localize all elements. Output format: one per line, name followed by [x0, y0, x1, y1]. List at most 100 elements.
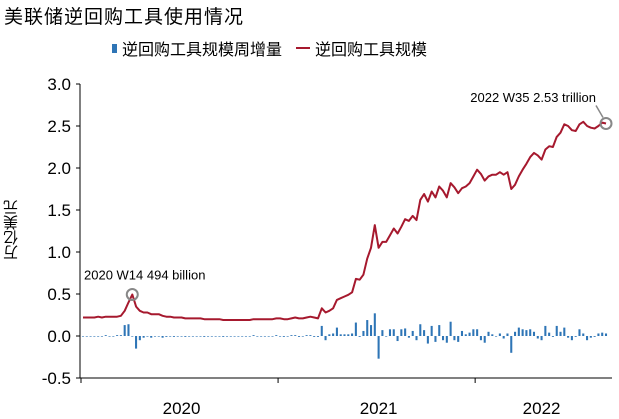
- legend-label-bar: 逆回购工具规模周增量: [122, 40, 283, 59]
- weekly-change-bar: [373, 313, 376, 336]
- weekly-change-bar: [225, 336, 229, 337]
- weekly-change-bar: [85, 336, 88, 337]
- y-tick-label: 2.5: [47, 117, 71, 136]
- weekly-change-bar: [445, 336, 448, 343]
- weekly-change-bar: [578, 329, 581, 336]
- weekly-change-bar: [142, 336, 145, 338]
- weekly-change-bar: [404, 328, 407, 336]
- weekly-change-bar: [184, 336, 187, 337]
- weekly-change-bar: [449, 321, 452, 336]
- weekly-change-bar: [131, 336, 134, 337]
- weekly-change-bar: [279, 336, 282, 337]
- weekly-change-bar: [426, 336, 429, 344]
- annotation-circle: [125, 288, 139, 302]
- weekly-change-bar: [415, 336, 418, 341]
- annotation-label: 2020 W14 494 billion: [84, 268, 205, 283]
- weekly-change-bar: [320, 325, 323, 336]
- legend-label-line: 逆回购工具规模: [315, 40, 428, 59]
- y-tick-label: 0.0: [47, 327, 71, 346]
- weekly-change-bar: [400, 329, 403, 336]
- weekly-change-bar: [305, 335, 308, 336]
- weekly-change-bar: [263, 336, 266, 337]
- weekly-change-bar: [604, 333, 608, 336]
- weekly-change-bar: [116, 335, 119, 336]
- weekly-change-bar: [369, 325, 373, 336]
- weekly-change-bar: [347, 334, 350, 336]
- weekly-change-bar: [388, 329, 392, 336]
- weekly-change-bar: [551, 336, 554, 337]
- weekly-change-bar: [328, 334, 331, 336]
- weekly-change-bar: [442, 336, 445, 341]
- y-tick-label: 1.5: [47, 201, 71, 220]
- weekly-change-bar: [506, 333, 509, 336]
- weekly-change-bar: [335, 327, 338, 336]
- weekly-change-bar: [453, 336, 456, 341]
- weekly-change-bar: [157, 336, 160, 337]
- weekly-change-bar: [188, 336, 191, 337]
- chart-title: 美联储逆回购工具使用情况: [4, 6, 245, 28]
- y-tick-label: 3.0: [47, 75, 71, 94]
- weekly-change-bar: [138, 336, 141, 341]
- weekly-change-bar: [525, 330, 528, 336]
- legend: 逆回购工具规模周增量 逆回购工具规模: [112, 36, 441, 60]
- y-tick-label: 0.5: [47, 285, 71, 304]
- weekly-change-bar: [165, 336, 168, 337]
- weekly-change-bar: [199, 336, 202, 337]
- weekly-change-bar: [532, 331, 536, 336]
- annotation-circle: [599, 116, 613, 130]
- weekly-change-bar: [108, 336, 111, 337]
- weekly-change-bar: [313, 336, 316, 337]
- weekly-change-bar: [457, 336, 460, 342]
- weekly-change-bar: [586, 336, 589, 341]
- weekly-change-bar: [491, 334, 494, 336]
- weekly-change-bar: [218, 336, 221, 337]
- weekly-change-bar: [222, 336, 225, 337]
- weekly-change-bar: [582, 333, 585, 336]
- x-tick-label: 2021: [360, 399, 398, 418]
- weekly-change-bar: [483, 336, 486, 343]
- weekly-change-bar: [89, 336, 92, 337]
- weekly-change-bar: [290, 335, 293, 336]
- weekly-change-bar: [548, 332, 551, 336]
- x-tick-label: 2020: [163, 399, 201, 418]
- weekly-change-bar: [362, 330, 365, 336]
- weekly-change-bar: [191, 336, 194, 337]
- weekly-change-bar: [366, 320, 369, 336]
- weekly-change-bar: [172, 336, 175, 337]
- weekly-change-bar: [544, 325, 547, 336]
- weekly-change-bar: [146, 336, 149, 337]
- weekly-change-bar: [377, 336, 380, 359]
- weekly-change-bar: [601, 332, 604, 336]
- weekly-change-bar: [559, 331, 562, 336]
- weekly-change-bar: [464, 334, 467, 336]
- weekly-change-bar: [150, 336, 153, 338]
- weekly-change-bar: [176, 336, 179, 337]
- weekly-change-bar: [294, 335, 297, 336]
- weekly-change-bar: [354, 322, 357, 336]
- weekly-change-bar: [567, 336, 570, 338]
- weekly-change-bar: [555, 325, 558, 336]
- weekly-change-bar: [161, 336, 164, 338]
- weekly-change-bar: [297, 336, 301, 337]
- weekly-change-bar: [119, 335, 122, 336]
- weekly-change-bar: [563, 327, 566, 336]
- weekly-change-bar: [597, 333, 600, 336]
- weekly-change-bar: [260, 336, 263, 337]
- weekly-change-bar: [241, 336, 244, 337]
- weekly-change-bar: [460, 330, 464, 336]
- weekly-change-bar: [93, 336, 96, 337]
- weekly-change-bar: [434, 336, 437, 342]
- weekly-change-bar: [267, 336, 270, 337]
- annotation-leader-line: [595, 105, 604, 118]
- weekly-change-bar: [233, 336, 236, 337]
- weekly-change-bar: [195, 336, 198, 337]
- rrp-balance-line: [83, 120, 607, 321]
- weekly-change-bar: [100, 336, 103, 337]
- weekly-change-bar: [411, 330, 414, 336]
- weekly-change-bar: [180, 336, 183, 337]
- weekly-change-bar: [574, 336, 577, 337]
- weekly-change-bar: [385, 336, 388, 337]
- weekly-change-bar: [502, 336, 505, 339]
- weekly-change-bar: [309, 335, 312, 336]
